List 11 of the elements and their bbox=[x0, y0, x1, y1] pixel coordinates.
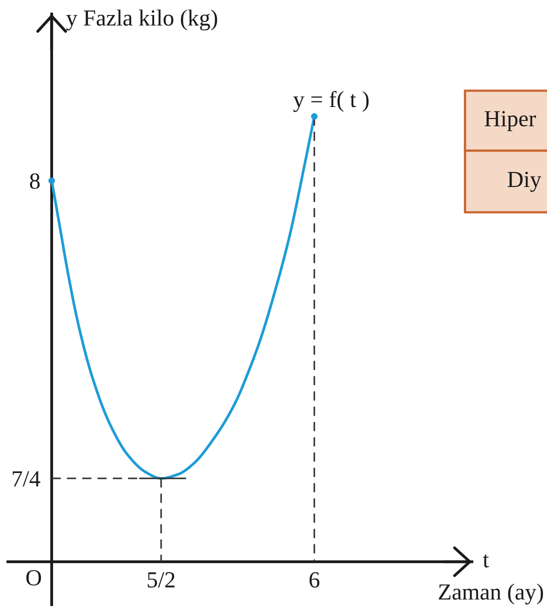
annotation: y = f( t ) bbox=[293, 90, 369, 112]
x-axis-title: Zaman (ay) bbox=[438, 584, 543, 604]
x-tick-label: 5/2 bbox=[148, 572, 174, 588]
y-tick-label: 7/4 bbox=[12, 471, 40, 487]
annotation: O bbox=[26, 570, 42, 586]
y-tick-label: 8 bbox=[30, 173, 40, 189]
text: Diy bbox=[508, 172, 542, 192]
text: t bbox=[482, 554, 489, 568]
text: Hiper bbox=[484, 111, 536, 132]
x-tick-label: 6 bbox=[310, 572, 320, 588]
y-axis-title: y Fazla kilo (kg) bbox=[66, 10, 218, 30]
